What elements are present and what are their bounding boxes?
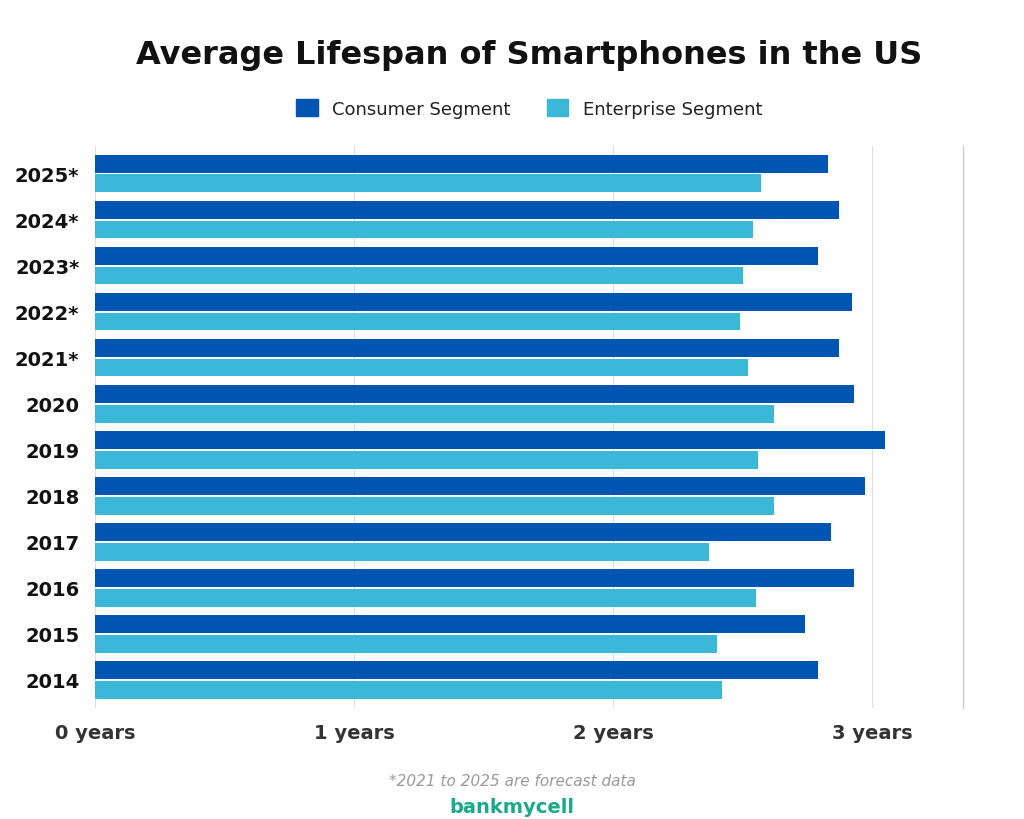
Bar (95, 293, 852, 311)
Bar (95, 405, 774, 423)
Bar (95, 615, 805, 633)
Title: Average Lifespan of Smartphones in the US: Average Lifespan of Smartphones in the U… (136, 39, 923, 70)
Bar (95, 175, 761, 193)
Bar (95, 635, 717, 653)
Bar (95, 523, 830, 541)
Bar (95, 432, 885, 450)
Text: *2021 to 2025 are forecast data: *2021 to 2025 are forecast data (388, 772, 636, 788)
Bar (95, 477, 864, 495)
Bar (95, 386, 854, 403)
Bar (95, 156, 828, 174)
Bar (95, 681, 722, 699)
Bar (95, 267, 742, 285)
Bar (95, 247, 818, 265)
Bar (95, 451, 759, 469)
Text: bankmycell: bankmycell (450, 798, 574, 817)
Bar (95, 569, 854, 587)
Bar (95, 221, 753, 239)
Legend: Consumer Segment, Enterprise Segment: Consumer Segment, Enterprise Segment (287, 91, 771, 128)
Bar (95, 661, 818, 679)
Bar (95, 497, 774, 515)
Bar (95, 201, 839, 219)
Bar (95, 313, 740, 331)
Bar (95, 589, 756, 607)
Bar (95, 360, 748, 377)
Bar (95, 543, 710, 561)
Bar (95, 340, 839, 357)
